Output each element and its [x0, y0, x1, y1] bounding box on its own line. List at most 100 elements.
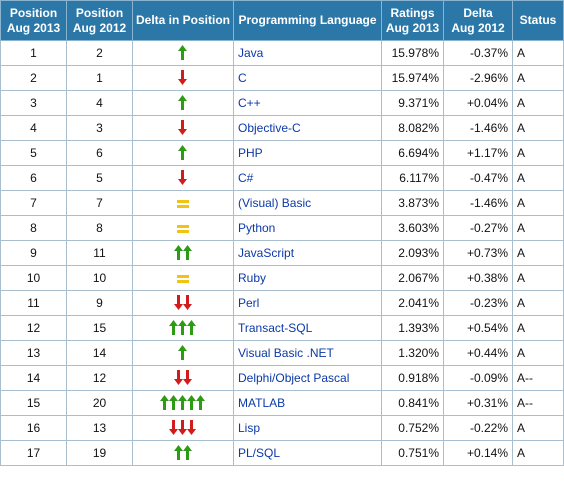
- position-2013-cell: 1: [0, 40, 67, 66]
- arrow-up-icon: [178, 145, 187, 160]
- delta-position-cell: [132, 165, 234, 191]
- arrow-down-icon: [173, 295, 192, 310]
- language-link[interactable]: C#: [238, 171, 254, 185]
- language-link[interactable]: Objective-C: [238, 121, 301, 135]
- language-link[interactable]: Perl: [238, 296, 260, 310]
- delta-rating-cell: -0.27%: [443, 215, 513, 241]
- language-link[interactable]: Lisp: [238, 421, 261, 435]
- delta-rating-cell: -0.09%: [443, 365, 513, 391]
- arrow-up-glyph: [196, 395, 205, 410]
- arrow-down-icon: [169, 420, 196, 435]
- arrow-up-glyph: [173, 245, 183, 260]
- arrow-up-glyph: [178, 395, 187, 410]
- delta-position-cell: [132, 40, 234, 66]
- arrow-up-glyph: [187, 320, 196, 335]
- language-link[interactable]: C: [238, 71, 247, 85]
- arrow-down-icon: [173, 370, 192, 385]
- delta-rating-cell: +0.14%: [443, 440, 513, 466]
- language-link[interactable]: C++: [238, 96, 261, 110]
- rating-cell: 1.320%: [381, 340, 444, 366]
- rating-cell: 0.751%: [381, 440, 444, 466]
- position-2012-cell: 1: [66, 65, 133, 91]
- language-link[interactable]: Python: [238, 221, 276, 235]
- language-link[interactable]: Visual Basic .NET: [238, 346, 334, 360]
- language-cell: Delphi/Object Pascal: [233, 365, 382, 391]
- language-link[interactable]: Java: [238, 46, 264, 60]
- language-link[interactable]: Delphi/Object Pascal: [238, 371, 350, 385]
- equal-icon: [177, 224, 189, 233]
- arrow-down-icon: [178, 70, 187, 85]
- delta-rating-cell: -0.22%: [443, 415, 513, 441]
- position-2012-cell: 2: [66, 40, 133, 66]
- delta-rating-cell: -0.47%: [443, 165, 513, 191]
- position-2013-cell: 7: [0, 190, 67, 216]
- delta-position-cell: [132, 340, 234, 366]
- status-cell: A: [512, 265, 564, 291]
- equal-icon: [177, 274, 189, 283]
- status-cell: A: [512, 115, 564, 141]
- position-2012-cell: 19: [66, 440, 133, 466]
- language-link[interactable]: Transact-SQL: [238, 321, 313, 335]
- language-link[interactable]: Ruby: [238, 271, 267, 285]
- language-link[interactable]: PL/SQL: [238, 446, 281, 460]
- table-row: 13 14 Visual Basic .NET 1.320% +0.44% A: [0, 340, 564, 366]
- language-cell: C++: [233, 90, 382, 116]
- language-link[interactable]: JavaScript: [238, 246, 295, 260]
- arrow-down-glyph: [182, 370, 192, 385]
- arrow-down-glyph: [178, 120, 187, 135]
- table-row: 4 3 Objective-C 8.082% -1.46% A: [0, 115, 564, 141]
- arrow-up-glyph: [178, 95, 187, 110]
- equal-bar: [177, 199, 189, 203]
- delta-rating-cell: +0.31%: [443, 390, 513, 416]
- status-cell: A: [512, 440, 564, 466]
- arrow-up-icon: [173, 245, 192, 260]
- table-row: 3 4 C++ 9.371% +0.04% A: [0, 90, 564, 116]
- position-2012-cell: 7: [66, 190, 133, 216]
- table-row: 2 1 C 15.974% -2.96% A: [0, 65, 564, 91]
- language-link[interactable]: (Visual) Basic: [238, 196, 312, 210]
- table-header-row: Position Aug 2013 Position Aug 2012 Delt…: [0, 0, 564, 41]
- arrow-up-icon: [169, 320, 196, 335]
- delta-position-cell: [132, 390, 234, 416]
- status-cell: A: [512, 165, 564, 191]
- language-cell: PHP: [233, 140, 382, 166]
- language-link[interactable]: PHP: [238, 146, 263, 160]
- rating-cell: 3.603%: [381, 215, 444, 241]
- delta-position-cell: [132, 115, 234, 141]
- arrow-up-glyph: [178, 145, 187, 160]
- language-cell: C: [233, 65, 382, 91]
- header-delta-2012: Delta Aug 2012: [443, 0, 513, 41]
- arrow-up-icon: [178, 45, 187, 60]
- arrow-up-glyph: [178, 320, 187, 335]
- language-cell: Transact-SQL: [233, 315, 382, 341]
- arrow-down-glyph: [173, 370, 183, 385]
- table-row: 1 2 Java 15.978% -0.37% A: [0, 40, 564, 66]
- rating-cell: 1.393%: [381, 315, 444, 341]
- status-cell: A: [512, 140, 564, 166]
- position-2013-cell: 12: [0, 315, 67, 341]
- delta-position-cell: [132, 365, 234, 391]
- equal-bar: [177, 274, 189, 278]
- position-2012-cell: 8: [66, 215, 133, 241]
- rating-cell: 2.041%: [381, 290, 444, 316]
- arrow-up-glyph: [169, 320, 178, 335]
- status-cell: A: [512, 190, 564, 216]
- delta-position-cell: [132, 65, 234, 91]
- status-cell: A: [512, 215, 564, 241]
- arrow-up-glyph: [182, 245, 192, 260]
- table-row: 12 15 Transact-SQL 1.393% +0.54% A: [0, 315, 564, 341]
- arrow-up-icon: [173, 445, 192, 460]
- equal-bar: [177, 224, 189, 228]
- equal-icon: [177, 199, 189, 208]
- language-link[interactable]: MATLAB: [238, 396, 286, 410]
- position-2012-cell: 20: [66, 390, 133, 416]
- position-2012-cell: 12: [66, 365, 133, 391]
- position-2012-cell: 5: [66, 165, 133, 191]
- status-cell: A: [512, 415, 564, 441]
- arrow-up-icon: [160, 395, 205, 410]
- status-cell: A: [512, 40, 564, 66]
- position-2013-cell: 6: [0, 165, 67, 191]
- table-row: 7 7 (Visual) Basic 3.873% -1.46% A: [0, 190, 564, 216]
- language-cell: PL/SQL: [233, 440, 382, 466]
